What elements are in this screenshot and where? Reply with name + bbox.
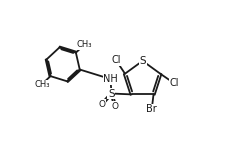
Text: S: S	[139, 56, 146, 66]
Text: S: S	[108, 88, 115, 99]
Text: O: O	[98, 100, 105, 109]
Text: NH: NH	[103, 74, 118, 84]
Text: CH₃: CH₃	[34, 80, 50, 89]
Text: Cl: Cl	[170, 78, 179, 88]
Text: CH₃: CH₃	[77, 40, 92, 49]
Text: Cl: Cl	[111, 56, 121, 65]
Text: Br: Br	[146, 104, 157, 114]
Text: O: O	[112, 102, 119, 111]
